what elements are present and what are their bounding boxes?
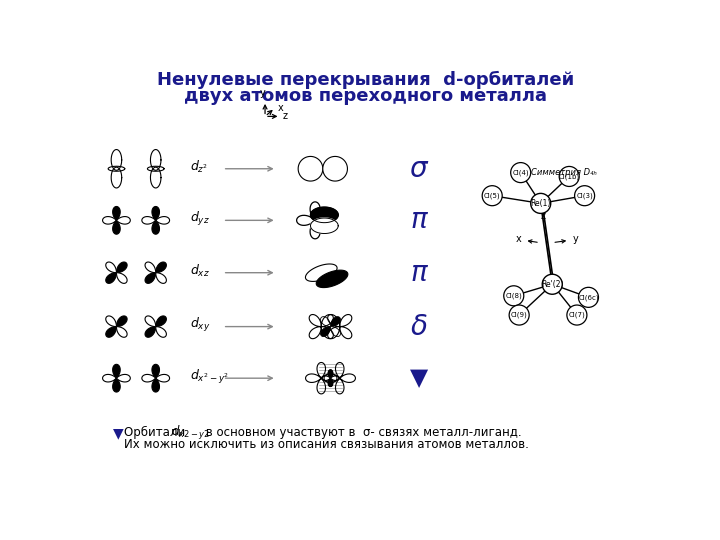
Circle shape [559, 166, 579, 186]
Polygon shape [106, 327, 117, 338]
Circle shape [510, 163, 531, 183]
Circle shape [531, 193, 551, 213]
Polygon shape [145, 273, 156, 284]
Polygon shape [298, 157, 323, 181]
Circle shape [575, 186, 595, 206]
Text: Симметрия D₄ₕ: Симметрия D₄ₕ [531, 168, 597, 177]
Polygon shape [117, 374, 130, 382]
Polygon shape [330, 376, 339, 381]
Polygon shape [330, 316, 341, 327]
Polygon shape [106, 316, 117, 327]
Text: Их можно исключить из описания связывания атомов металлов.: Их можно исключить из описания связывани… [124, 438, 529, 451]
Text: z: z [283, 111, 288, 122]
Text: Cl(7): Cl(7) [569, 312, 585, 318]
Polygon shape [152, 364, 160, 378]
Text: Cl(6c): Cl(6c) [578, 294, 599, 301]
Polygon shape [328, 378, 333, 387]
Text: Орбитали: Орбитали [124, 426, 189, 440]
Text: двух атомов переходного металла: двух атомов переходного металла [184, 86, 546, 105]
Circle shape [509, 305, 529, 325]
Polygon shape [156, 316, 166, 327]
Text: Cl(4): Cl(4) [513, 170, 529, 176]
Text: в основном участвуют в  σ- связях металл-лиганд.: в основном участвуют в σ- связях металл-… [202, 427, 521, 440]
Text: $d_{xy}$: $d_{xy}$ [190, 316, 211, 334]
Text: $d_{x^2-y^2}$: $d_{x^2-y^2}$ [190, 368, 230, 386]
Polygon shape [117, 316, 127, 327]
Polygon shape [117, 262, 127, 273]
Polygon shape [156, 374, 170, 382]
Polygon shape [152, 206, 160, 220]
Polygon shape [102, 374, 117, 382]
Polygon shape [152, 378, 160, 392]
Polygon shape [330, 327, 341, 336]
Text: Cl(1b): Cl(1b) [559, 173, 580, 180]
Polygon shape [145, 262, 156, 273]
Polygon shape [117, 217, 130, 224]
Circle shape [567, 305, 587, 325]
Polygon shape [145, 327, 156, 338]
Polygon shape [117, 327, 127, 338]
Polygon shape [310, 218, 338, 233]
Circle shape [504, 286, 523, 306]
Polygon shape [328, 370, 333, 378]
Text: $\pi$: $\pi$ [410, 206, 428, 234]
Text: Re(1): Re(1) [531, 199, 551, 208]
Polygon shape [142, 217, 156, 224]
Polygon shape [112, 378, 120, 392]
Polygon shape [322, 376, 330, 381]
Polygon shape [117, 273, 127, 284]
Circle shape [542, 274, 562, 294]
Polygon shape [112, 364, 120, 378]
Circle shape [482, 186, 503, 206]
Polygon shape [152, 220, 160, 234]
Polygon shape [156, 327, 166, 338]
Text: Cl(9): Cl(9) [510, 312, 528, 318]
Text: y: y [260, 88, 266, 98]
Text: Cl(8): Cl(8) [505, 293, 522, 299]
Polygon shape [328, 378, 333, 387]
Text: Ненулевые перекрывания  d-орбиталей: Ненулевые перекрывания d-орбиталей [156, 71, 574, 89]
Polygon shape [320, 316, 330, 327]
Polygon shape [322, 376, 330, 381]
Polygon shape [156, 273, 166, 284]
Polygon shape [112, 206, 120, 220]
Polygon shape [106, 262, 117, 273]
Text: $d_{yz}$: $d_{yz}$ [190, 210, 210, 228]
Text: $d_{xz}$: $d_{xz}$ [190, 263, 210, 279]
Polygon shape [305, 264, 337, 281]
Text: z: z [541, 212, 546, 221]
Text: Re'(2): Re'(2) [541, 280, 564, 289]
Text: x: x [516, 234, 521, 244]
Polygon shape [320, 327, 330, 336]
Polygon shape [106, 273, 117, 284]
Polygon shape [330, 376, 339, 381]
Text: ▼: ▼ [410, 366, 428, 390]
Text: $\delta$: $\delta$ [410, 313, 428, 341]
Polygon shape [156, 262, 166, 273]
Circle shape [578, 287, 598, 307]
Text: x: x [278, 103, 284, 113]
Polygon shape [310, 207, 338, 222]
Polygon shape [328, 370, 333, 378]
Text: Cl(5): Cl(5) [484, 192, 500, 199]
Text: ▼: ▼ [113, 426, 124, 440]
Polygon shape [145, 316, 156, 327]
Text: $\sigma$: $\sigma$ [409, 155, 429, 183]
Text: $\pi$: $\pi$ [410, 259, 428, 287]
Text: y: y [572, 234, 578, 244]
Text: $d_{z^2}$: $d_{z^2}$ [190, 159, 209, 176]
Polygon shape [316, 270, 348, 288]
Polygon shape [142, 374, 156, 382]
Polygon shape [102, 217, 117, 224]
Polygon shape [323, 157, 348, 181]
Polygon shape [112, 220, 120, 234]
Text: Cl(3): Cl(3) [576, 192, 593, 199]
Text: $d_{x2-y2}$: $d_{x2-y2}$ [171, 424, 210, 442]
Polygon shape [156, 217, 170, 224]
